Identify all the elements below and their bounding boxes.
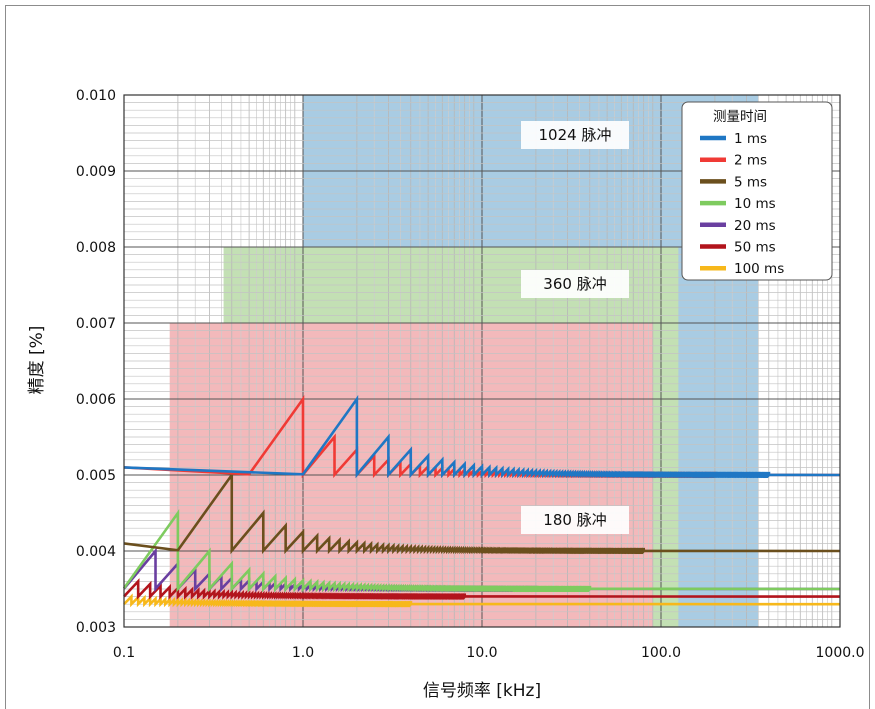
series-lines — [122, 394, 841, 608]
region-labels: 1024 脉冲 360 脉冲 180 脉冲 — [521, 121, 629, 534]
region-label-box — [521, 506, 629, 534]
legend-label: 2 ms — [734, 153, 767, 169]
legend-label: 50 ms — [734, 240, 776, 256]
x-tick-label: 10.0 — [466, 645, 497, 661]
x-tick-label: 100.0 — [641, 645, 681, 661]
tick-labels: 0.1 1.0 10.0 100.0 1000.0 0.003 0.004 0.005 0.00… — [76, 88, 865, 661]
x-tick-label: 0.1 — [113, 645, 135, 661]
y-tick-label: 0.005 — [76, 468, 116, 484]
y-tick-label: 0.006 — [76, 392, 116, 408]
x-tick-label: 1000.0 — [816, 645, 865, 661]
region-label-box — [521, 270, 629, 298]
region-label-box — [521, 121, 629, 149]
axes — [123, 94, 841, 628]
legend-label: 10 ms — [734, 196, 776, 212]
y-axis-title: 精度 [%] — [27, 326, 47, 395]
y-tick-label: 0.004 — [76, 544, 116, 560]
plot-border — [123, 94, 841, 628]
legend-box — [681, 101, 833, 281]
series-10-ms — [122, 508, 841, 593]
region-label: 360 脉冲 — [543, 275, 606, 293]
y-tick-label: 0.007 — [76, 316, 116, 332]
y-tick-label: 0.009 — [76, 164, 116, 180]
y-tick-label: 0.008 — [76, 240, 116, 256]
series-100-ms — [123, 593, 841, 608]
x-tick-label: 1.0 — [292, 645, 314, 661]
region-label: 180 脉冲 — [543, 511, 606, 529]
legend: 测量时间 1 ms 2 ms 5 ms 10 ms 20 ms 50 ms 100 ms — [681, 101, 833, 281]
legend-label: 1 ms — [734, 131, 767, 147]
legend-label: 5 ms — [734, 174, 767, 190]
x-axis-title: 信号频率 [kHz] — [423, 681, 541, 701]
series-50-ms — [123, 578, 841, 600]
legend-label: 20 ms — [734, 218, 776, 234]
region-label: 1024 脉冲 — [539, 126, 612, 144]
legend-title: 测量时间 — [713, 109, 767, 125]
y-tick-label: 0.010 — [76, 88, 116, 104]
y-tick-label: 0.003 — [76, 620, 116, 636]
legend-label: 100 ms — [734, 261, 784, 277]
series-5-ms — [123, 470, 841, 555]
series-1-ms — [123, 394, 841, 479]
